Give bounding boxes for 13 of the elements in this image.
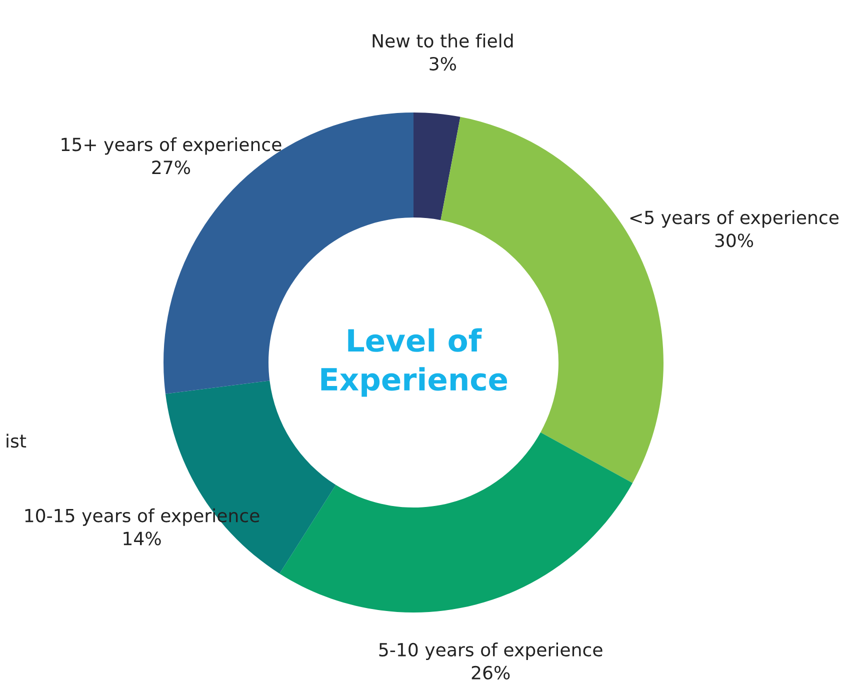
- data-label: 26%: [472, 666, 510, 680]
- text: Level of Experience: [321, 328, 508, 397]
- slice-label: 15+ years of experience: [62, 137, 282, 155]
- text: ist: [6, 434, 26, 448]
- data-label: 30%: [715, 234, 754, 248]
- data-label: 14%: [124, 532, 161, 546]
- donut-slice: [280, 432, 633, 612]
- slice-label: 5-10 years of experience: [379, 642, 602, 660]
- data-label: 3%: [430, 56, 456, 71]
- slice-label: New to the field: [372, 34, 513, 48]
- data-label: 27%: [152, 160, 190, 174]
- donut-slice: [414, 112, 460, 220]
- slice-label: <5 years of experience: [630, 210, 839, 228]
